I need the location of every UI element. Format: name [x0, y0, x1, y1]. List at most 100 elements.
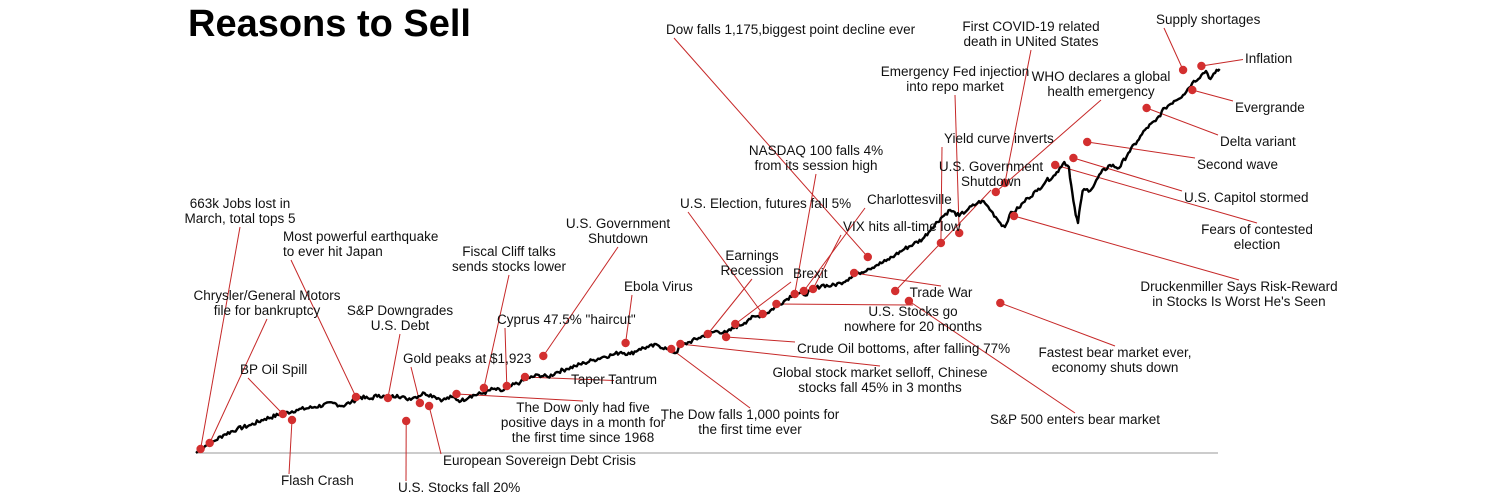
event-label: The Dow only had five positive days in a … [501, 400, 666, 445]
event-label-line: U.S. Government [939, 159, 1044, 174]
event-label-line: Druckenmiller Says Risk-Reward [1140, 279, 1337, 294]
event-label-line: death in UNited States [963, 34, 1098, 49]
event-label: U.S. Stocks go nowhere for 20 months [844, 304, 982, 334]
event-label: Most powerful earthquake to ever hit Japa… [283, 229, 438, 259]
event-label: S&P Downgrades U.S. Debt [347, 303, 454, 333]
leader-line [680, 343, 881, 367]
event-marker [758, 309, 767, 319]
event-label: WHO declares a global health emergency [1032, 69, 1171, 99]
event-label-line: Global stock market selloff, Chinese [772, 365, 987, 380]
event-marker [1083, 137, 1092, 147]
event-label: Ebola Virus [624, 279, 693, 294]
event-marker [1000, 178, 1010, 188]
event-marker [991, 187, 1000, 197]
event-label-line: sends stocks lower [452, 259, 567, 274]
event-marker [424, 401, 434, 411]
event-label-line: positive days in a month for [501, 415, 666, 430]
event-label-line: Chrysler/General Motors [193, 288, 340, 303]
event-marker [676, 339, 685, 349]
event-label-line: the first time ever [698, 422, 802, 437]
event-label: Druckenmiller Says Risk-Reward in Stocks … [1140, 279, 1337, 309]
event-label-line: election [1234, 237, 1281, 252]
event-label: U.S. Government Shutdown [566, 216, 671, 246]
leader-line [954, 94, 960, 234]
event-marker [1188, 85, 1197, 95]
event-label-line: nowhere for 20 months [844, 319, 982, 334]
event-label-line: Inflation [1245, 51, 1292, 66]
event-label: Delta variant [1220, 134, 1296, 149]
event-label-line: First COVID-19 related [962, 19, 1099, 34]
event-marker [863, 252, 872, 262]
event-label: BP Oil Spill [240, 362, 307, 377]
event-label: NASDAQ 100 falls 4% from its session high [749, 143, 883, 173]
event-label-line: stocks fall 45% in 3 months [798, 380, 962, 395]
event-marker [287, 415, 297, 425]
event-marker [955, 228, 964, 238]
event-label-line: Earnings [725, 248, 779, 263]
leader-line [209, 318, 268, 444]
leader-line [776, 303, 914, 306]
event-label: Brexit [793, 266, 828, 281]
event-label-line: U.S. Government [566, 216, 671, 231]
event-marker [539, 351, 548, 361]
event-marker [667, 344, 676, 354]
event-label-line: Flash Crash [281, 473, 354, 488]
leader-line [247, 377, 284, 415]
event-marker [502, 381, 511, 391]
leader-lines [200, 27, 1258, 482]
leader-line [734, 281, 792, 325]
event-labels: 663k Jobs lost in March, total tops 5 Chry… [184, 12, 1337, 495]
event-label: Fears of contested election [1201, 222, 1313, 252]
event-label-line: NASDAQ 100 falls 4% [749, 143, 883, 158]
event-label-line: Gold peaks at $1,923 [403, 351, 531, 366]
event-marker [891, 286, 900, 296]
leader-line [1146, 107, 1219, 136]
event-label: Gold peaks at $1,923 [403, 351, 531, 366]
event-label: Dow falls 1,175,biggest point decline ev… [666, 22, 916, 37]
leader-line [483, 274, 510, 389]
leader-line [1163, 27, 1184, 71]
event-marker [703, 329, 712, 339]
event-label-line: U.S. Stocks go [868, 304, 957, 319]
event-label-line: Fears of contested [1201, 222, 1313, 237]
leader-line [288, 419, 293, 475]
leader-line [625, 294, 633, 344]
event-label: Emergency Fed injection into repo market [881, 64, 1030, 94]
leader-line [200, 226, 241, 450]
event-label: Cyprus 47.5% "haircut" [497, 312, 636, 327]
event-label-line: The Dow falls 1,000 points for [661, 407, 840, 422]
event-label: S&P 500 enters bear market [990, 412, 1160, 427]
leader-line [1000, 302, 1116, 347]
event-marker [721, 332, 731, 342]
leader-line [995, 99, 1102, 193]
leader-line [1055, 164, 1258, 224]
event-label-line: WHO declares a global [1032, 69, 1171, 84]
event-label-line: from its session high [754, 158, 877, 173]
event-label: VIX hits all-time low [843, 219, 961, 234]
event-label-line: Evergrande [1235, 100, 1305, 115]
price-line [195, 68, 1221, 454]
event-marker [799, 286, 808, 296]
event-label-line: Emergency Fed injection [881, 64, 1030, 79]
event-label: Earnings Recession [720, 248, 783, 278]
leader-line [671, 348, 751, 409]
event-label: Second wave [1197, 157, 1278, 172]
leader-line [940, 146, 943, 244]
event-label: Inflation [1245, 51, 1292, 66]
event-label-line: Yield curve inverts [944, 131, 1054, 146]
event-marker [996, 298, 1005, 308]
event-marker [790, 289, 799, 299]
event-label: Evergrande [1235, 100, 1305, 115]
event-label-line: Cyprus 47.5% "haircut" [497, 312, 636, 327]
leader-line [1201, 59, 1244, 67]
event-label: First COVID-19 related death in UNited St… [962, 19, 1099, 49]
event-label-line: BP Oil Spill [240, 362, 307, 377]
leader-line [387, 333, 401, 399]
event-markers [196, 61, 1206, 454]
event-label: U.S. Government Shutdown [939, 159, 1044, 189]
event-marker [383, 393, 393, 403]
event-marker [415, 398, 425, 408]
leader-line [504, 327, 508, 387]
event-label: Charlottesville [867, 192, 952, 207]
